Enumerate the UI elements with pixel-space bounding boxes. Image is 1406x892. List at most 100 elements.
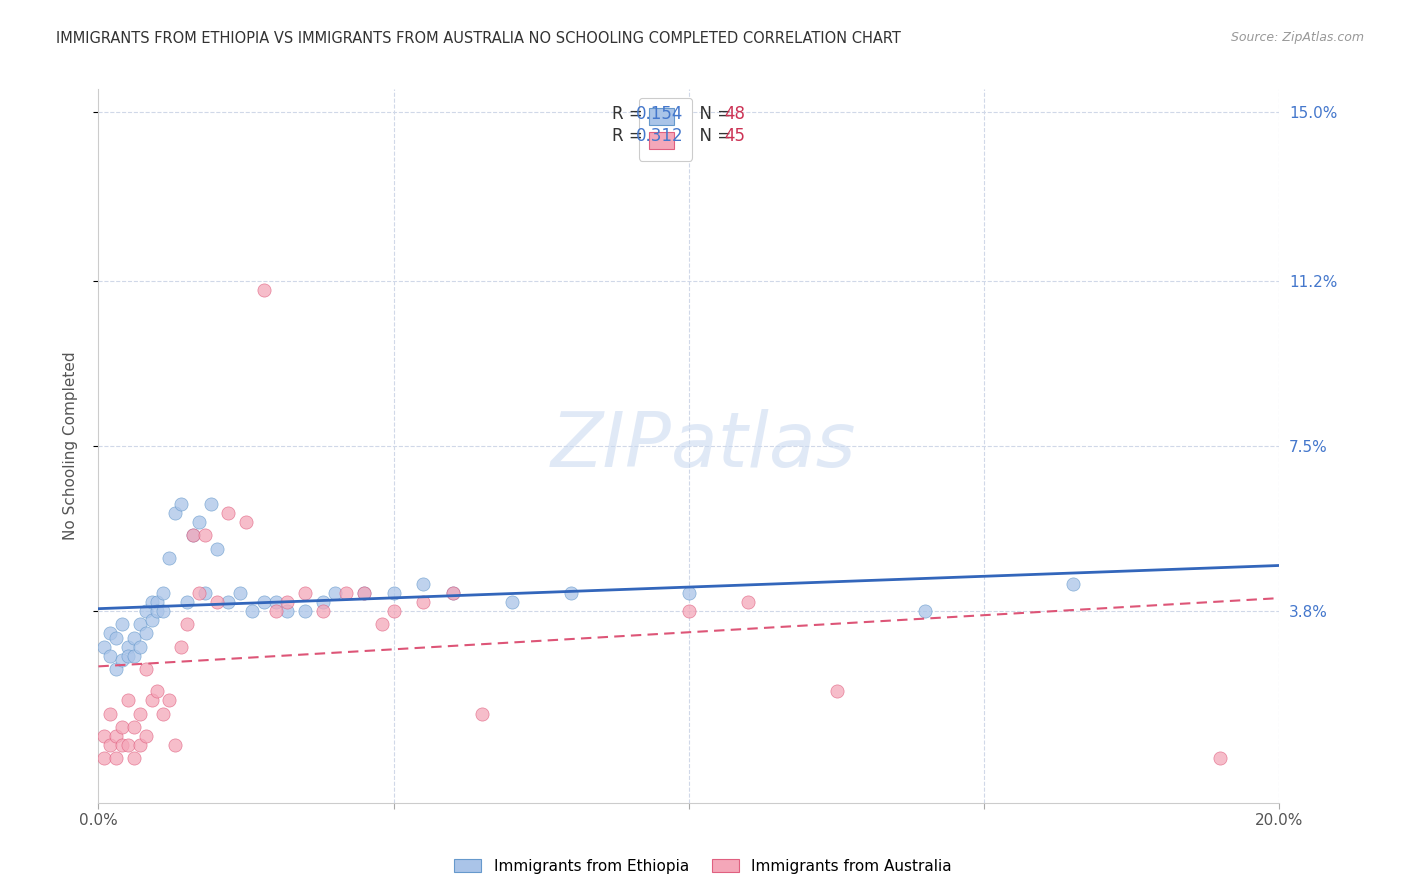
Point xyxy=(117,640,139,654)
Text: ZIPatlas: ZIPatlas xyxy=(550,409,856,483)
Point xyxy=(135,626,157,640)
Point xyxy=(441,586,464,600)
Point xyxy=(187,586,209,600)
Point xyxy=(560,586,582,600)
Text: R =: R = xyxy=(612,105,648,123)
Legend: Immigrants from Ethiopia, Immigrants from Australia: Immigrants from Ethiopia, Immigrants fro… xyxy=(447,853,959,880)
Point xyxy=(146,684,169,698)
Point xyxy=(194,586,217,600)
Point xyxy=(1209,751,1232,765)
Point xyxy=(205,595,228,609)
Point xyxy=(441,586,464,600)
Point xyxy=(141,613,163,627)
Point xyxy=(135,729,157,743)
Point xyxy=(135,662,157,676)
Point xyxy=(217,506,239,520)
Point xyxy=(165,506,187,520)
Point xyxy=(382,604,405,618)
Point xyxy=(181,528,204,542)
Point xyxy=(146,595,169,609)
Point xyxy=(122,631,145,645)
Point xyxy=(205,541,228,556)
Point xyxy=(229,586,252,600)
Text: IMMIGRANTS FROM ETHIOPIA VS IMMIGRANTS FROM AUSTRALIA NO SCHOOLING COMPLETED COR: IMMIGRANTS FROM ETHIOPIA VS IMMIGRANTS F… xyxy=(56,31,901,46)
Point xyxy=(176,595,198,609)
Point xyxy=(111,720,134,734)
Text: Source: ZipAtlas.com: Source: ZipAtlas.com xyxy=(1230,31,1364,45)
Point xyxy=(323,586,346,600)
Point xyxy=(111,617,134,632)
Point xyxy=(141,693,163,707)
Text: N =: N = xyxy=(689,127,737,145)
Point xyxy=(181,528,204,542)
Point xyxy=(312,604,335,618)
Point xyxy=(294,586,316,600)
Point xyxy=(152,604,174,618)
Point xyxy=(501,595,523,609)
Point xyxy=(253,283,276,297)
Point xyxy=(157,693,180,707)
Text: 0.312: 0.312 xyxy=(636,127,683,145)
Point xyxy=(187,515,209,529)
Point xyxy=(117,648,139,663)
Point xyxy=(412,595,434,609)
Point xyxy=(217,595,239,609)
Point xyxy=(253,595,276,609)
Text: 45: 45 xyxy=(724,127,745,145)
Y-axis label: No Schooling Completed: No Schooling Completed xyxy=(63,351,77,541)
Point xyxy=(128,617,150,632)
Point xyxy=(382,586,405,600)
Point xyxy=(371,617,394,632)
Text: R =: R = xyxy=(612,127,648,145)
Point xyxy=(737,595,759,609)
Point xyxy=(678,604,700,618)
Point xyxy=(117,693,139,707)
Point xyxy=(122,720,145,734)
Text: 0.154: 0.154 xyxy=(636,105,683,123)
Point xyxy=(105,729,128,743)
Point xyxy=(353,586,375,600)
Point xyxy=(105,751,128,765)
Point xyxy=(128,738,150,752)
Point xyxy=(170,640,193,654)
Point xyxy=(264,604,287,618)
Point xyxy=(1062,577,1084,591)
Point xyxy=(111,738,134,752)
Point xyxy=(117,738,139,752)
Point xyxy=(93,729,115,743)
Point xyxy=(312,595,335,609)
Point xyxy=(914,604,936,618)
Point xyxy=(98,706,121,721)
Point xyxy=(200,497,222,511)
Point xyxy=(93,640,115,654)
Point xyxy=(141,595,163,609)
Text: 48: 48 xyxy=(724,105,745,123)
Point xyxy=(128,640,150,654)
Point xyxy=(353,586,375,600)
Point xyxy=(122,648,145,663)
Point xyxy=(276,595,298,609)
Point xyxy=(98,648,121,663)
Point xyxy=(157,550,180,565)
Point xyxy=(240,604,263,618)
Text: N =: N = xyxy=(689,105,737,123)
Point xyxy=(93,751,115,765)
Point xyxy=(264,595,287,609)
Point xyxy=(176,617,198,632)
Point xyxy=(105,662,128,676)
Point xyxy=(412,577,434,591)
Point xyxy=(152,586,174,600)
Point xyxy=(135,604,157,618)
Point xyxy=(235,515,257,529)
Point xyxy=(165,738,187,752)
Point xyxy=(194,528,217,542)
Point xyxy=(276,604,298,618)
Legend: , : , xyxy=(638,97,692,161)
Point xyxy=(122,751,145,765)
Point xyxy=(678,586,700,600)
Point xyxy=(335,586,357,600)
Point xyxy=(152,706,174,721)
Point xyxy=(825,684,848,698)
Point xyxy=(98,738,121,752)
Point xyxy=(128,706,150,721)
